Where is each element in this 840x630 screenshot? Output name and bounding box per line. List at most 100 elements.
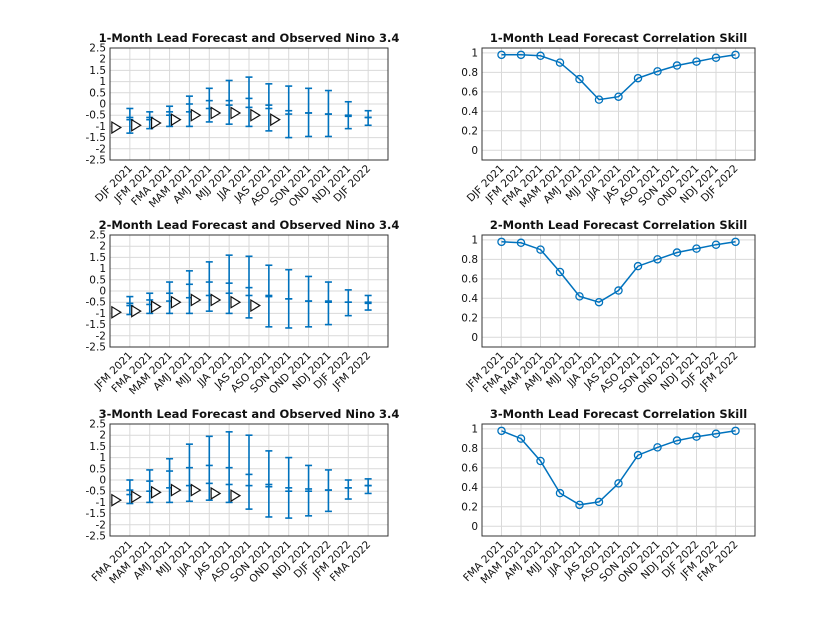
observed-marker	[190, 293, 202, 307]
y-tick-label: 0.8	[461, 254, 478, 266]
y-tick-label: 2.5	[89, 419, 106, 431]
skill-point	[711, 53, 721, 62]
y-tick-label: 2	[99, 430, 106, 442]
y-tick-label: 1	[471, 234, 478, 246]
y-tick-label: -2	[96, 143, 106, 155]
skill-point	[614, 286, 623, 295]
y-tick-label: 1.5	[89, 65, 106, 77]
axes-frame	[109, 47, 389, 161]
skill-point	[653, 443, 662, 452]
y-tick-label: -0.5	[86, 297, 107, 309]
skill-point	[536, 456, 545, 466]
chart-panel-4: 2-Month Lead Forecast Correlation Skill 1…	[461, 218, 756, 397]
observed-marker	[250, 298, 262, 313]
observed-marker	[131, 304, 142, 318]
y-tick-label: -2.5	[86, 155, 107, 167]
skill-point	[575, 74, 584, 84]
skill-point	[633, 450, 643, 460]
observed-marker	[210, 293, 222, 307]
skill-point	[575, 500, 584, 510]
skill-point	[653, 255, 662, 264]
y-tick-label: 0	[99, 286, 106, 298]
observed-marker	[210, 486, 222, 501]
skill-point	[594, 95, 604, 104]
skill-line	[501, 241, 736, 304]
skill-point	[672, 436, 682, 445]
y-tick-label: -0.5	[86, 110, 107, 122]
y-tick-label: -2.5	[86, 531, 107, 543]
skill-point	[692, 432, 701, 441]
skill-point	[692, 57, 701, 66]
y-tick-label: 2.5	[89, 43, 106, 55]
chart-panel-2: 1-Month Lead Forecast Correlation Skill 1…	[461, 31, 756, 210]
chart-title: 1-Month Lead Forecast Correlation Skill	[490, 31, 747, 45]
skill-point	[555, 267, 565, 277]
chart-title: 3-Month Lead Forecast Correlation Skill	[490, 407, 747, 421]
observed-marker	[170, 113, 182, 127]
observed-marker	[150, 485, 162, 499]
skill-point	[633, 73, 643, 83]
axes-frame	[481, 423, 756, 537]
axes-frame	[109, 423, 389, 537]
skill-point	[575, 292, 584, 301]
skill-point	[672, 61, 682, 70]
skill-point	[653, 67, 662, 76]
chart-title: 2-Month Lead Forecast and Observed Nino …	[99, 218, 400, 232]
skill-point	[594, 497, 604, 507]
observed-marker	[131, 490, 142, 504]
y-tick-label: 0.4	[461, 106, 478, 118]
observed-marker	[190, 483, 202, 497]
y-tick-label: 2	[99, 54, 106, 66]
axes-frame	[481, 47, 756, 161]
y-tick-label: -2	[96, 330, 106, 342]
observed-marker	[230, 489, 242, 503]
observed-marker	[270, 113, 281, 127]
skill-point	[731, 426, 740, 436]
skill-point	[731, 50, 740, 60]
y-tick-label: -1.5	[86, 508, 107, 520]
skill-point	[711, 429, 721, 438]
observed-marker	[111, 305, 123, 319]
skill-point	[497, 237, 506, 247]
y-tick-label: 0	[471, 145, 478, 157]
chart-panel-3: 2-Month Lead Forecast and Observed Nino …	[86, 218, 400, 397]
y-tick-label: 0.5	[89, 87, 106, 99]
skill-point	[555, 58, 565, 67]
y-tick-label: -2	[96, 519, 106, 531]
skill-point	[614, 479, 623, 488]
skill-point	[497, 426, 506, 436]
y-tick-label: 1.5	[89, 252, 106, 264]
observed-marker	[131, 118, 142, 132]
y-tick-label: -2.5	[86, 342, 107, 354]
y-tick-label: 0	[471, 521, 478, 533]
y-tick-label: 0.6	[461, 86, 478, 98]
skill-point	[672, 248, 682, 257]
observed-marker	[230, 295, 242, 309]
y-tick-label: -1.5	[86, 319, 107, 331]
skill-point	[555, 488, 565, 498]
observed-marker	[230, 106, 242, 120]
chart-title: 3-Month Lead Forecast and Observed Nino …	[99, 407, 400, 421]
y-tick-label: 0	[99, 475, 106, 487]
observed-marker	[111, 120, 123, 135]
y-tick-label: 0.5	[89, 463, 106, 475]
skill-point	[536, 51, 545, 61]
y-tick-label: 0	[471, 332, 478, 344]
y-tick-label: 0.8	[461, 67, 478, 79]
chart-title: 1-Month Lead Forecast and Observed Nino …	[99, 31, 400, 45]
skill-point	[633, 261, 643, 271]
y-tick-label: 0.2	[461, 125, 478, 137]
y-tick-label: 0.2	[461, 312, 478, 324]
y-tick-label: 1	[99, 263, 106, 275]
y-tick-label: -1	[96, 497, 106, 509]
skill-point	[692, 244, 701, 253]
observed-marker	[170, 483, 182, 497]
y-tick-label: 1	[99, 76, 106, 88]
y-tick-label: 1	[471, 423, 478, 435]
skill-point	[536, 245, 545, 254]
y-tick-label: 2.5	[89, 230, 106, 242]
skill-point	[711, 240, 721, 249]
chart-title: 2-Month Lead Forecast Correlation Skill	[490, 218, 747, 232]
y-tick-label: -1.5	[86, 132, 107, 144]
